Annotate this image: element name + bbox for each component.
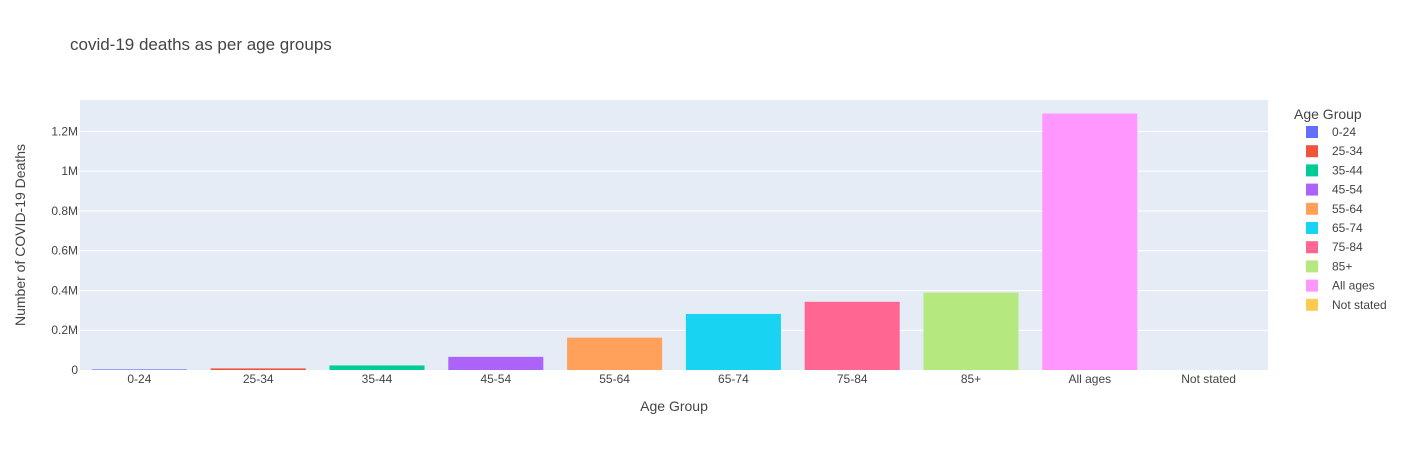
bar-25-34[interactable] [210, 368, 306, 370]
legend-item[interactable]: 85+ [1306, 259, 1352, 273]
legend-item[interactable]: 55-64 [1306, 202, 1363, 216]
y-tick-label: 0 [71, 363, 78, 377]
legend-item[interactable]: 65-74 [1306, 221, 1363, 235]
bars [91, 113, 1138, 370]
legend-label: 35-44 [1332, 163, 1363, 177]
x-tick-label: All ages [1068, 372, 1111, 386]
bar-85+[interactable] [923, 292, 1019, 370]
legend-swatch [1306, 241, 1318, 254]
bar-35-44[interactable] [329, 365, 425, 370]
x-tick-label: 75-84 [837, 372, 868, 386]
legend-swatch [1306, 279, 1318, 292]
legend-label: 25-34 [1332, 144, 1363, 158]
bar-All ages[interactable] [1042, 113, 1138, 370]
legend-item[interactable]: 45-54 [1306, 183, 1363, 197]
x-tick-label: 0-24 [127, 372, 151, 386]
x-tick-label: 25-34 [243, 372, 274, 386]
legend-label: 85+ [1332, 259, 1352, 273]
bar-75-84[interactable] [804, 301, 900, 370]
x-axis-title: Age Group [640, 398, 708, 414]
legend-item[interactable]: 75-84 [1306, 240, 1363, 254]
legend-swatch [1306, 126, 1318, 138]
legend-label: 75-84 [1332, 240, 1363, 254]
legend-label: 0-24 [1332, 125, 1356, 139]
y-tick-label: 0.4M [51, 283, 78, 297]
y-axis-ticks: 0 0.2M 0.4M 0.6M 0.8M 1M 1.2M [51, 124, 78, 377]
bar-0-24[interactable] [91, 369, 187, 370]
x-tick-label: Not stated [1181, 372, 1236, 386]
legend-swatch [1306, 202, 1318, 215]
chart-title: covid-19 deaths as per age groups [70, 35, 332, 54]
legend[interactable]: 0-24 25-34 35-44 45-54 55-64 65-74 75-84 85+ All… [1306, 125, 1387, 312]
legend-swatch [1306, 145, 1318, 158]
y-axis-title: Number of COVID-19 Deaths [12, 144, 28, 326]
legend-item[interactable]: All ages [1306, 279, 1375, 293]
legend-item[interactable]: 25-34 [1306, 144, 1363, 158]
x-tick-label: 35-44 [362, 372, 393, 386]
legend-swatch [1306, 164, 1318, 177]
legend-label: 45-54 [1332, 183, 1363, 197]
legend-item[interactable]: 0-24 [1306, 125, 1356, 139]
legend-label: 55-64 [1332, 202, 1363, 216]
legend-swatch [1306, 222, 1318, 234]
x-axis-ticks: 0-24 25-34 35-44 45-54 55-64 65-74 75-84 85+ All… [127, 372, 1236, 386]
legend-label: Not stated [1332, 298, 1387, 312]
legend-swatch [1306, 298, 1318, 311]
x-tick-label: 55-64 [599, 372, 630, 386]
legend-item[interactable]: 35-44 [1306, 163, 1363, 177]
legend-title: Age Group [1294, 106, 1362, 122]
y-tick-label: 1.2M [51, 124, 78, 138]
y-tick-label: 0.8M [51, 204, 78, 218]
legend-swatch [1306, 260, 1318, 273]
legend-label: All ages [1332, 279, 1375, 293]
x-tick-label: 85+ [961, 372, 981, 386]
x-tick-label: 65-74 [718, 372, 749, 386]
y-tick-label: 0.2M [51, 323, 78, 337]
legend-label: 65-74 [1332, 221, 1363, 235]
y-tick-label: 0.6M [51, 244, 78, 258]
bar-65-74[interactable] [685, 313, 781, 370]
x-tick-label: 45-54 [480, 372, 511, 386]
legend-item[interactable]: Not stated [1306, 298, 1387, 312]
y-tick-label: 1M [61, 164, 78, 178]
legend-swatch [1306, 183, 1318, 196]
bar-45-54[interactable] [448, 356, 544, 370]
bar-55-64[interactable] [567, 337, 663, 370]
